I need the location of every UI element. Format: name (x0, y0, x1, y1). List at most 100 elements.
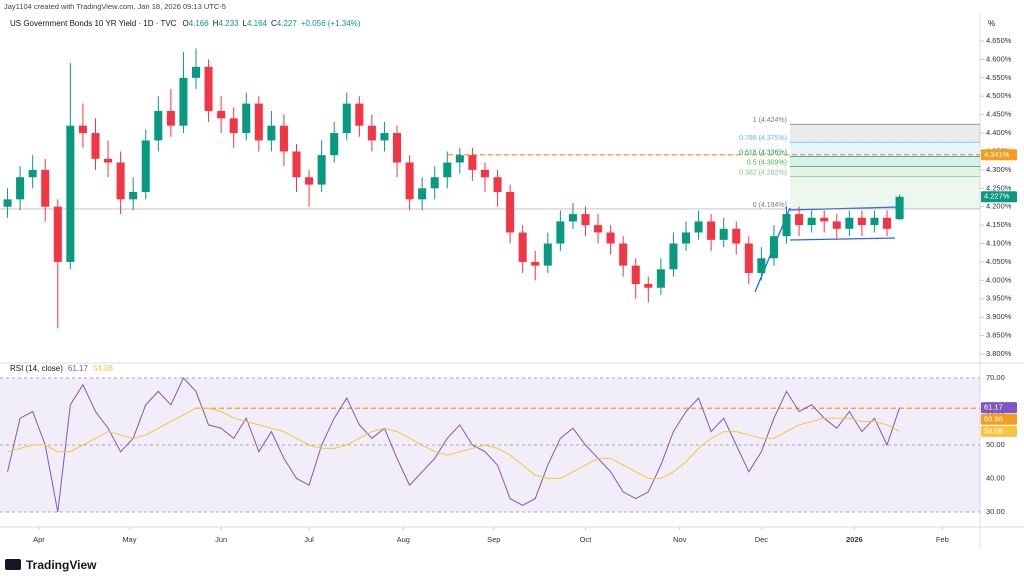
attribution: Jay1104 created with TradingView.com, Ja… (4, 2, 226, 11)
candle-body (820, 217, 829, 222)
rsi-tag-bg (981, 425, 1017, 437)
ohlc-value: 4.164 (247, 19, 268, 28)
candle-body (506, 191, 515, 233)
fib-label: 0.5 (4.309%) (747, 159, 787, 166)
candle-body (418, 188, 427, 200)
y-tick-label: 4.050% (986, 257, 1012, 266)
logo: TradingView (5, 558, 97, 572)
candle-body (656, 269, 665, 288)
candle-body (204, 66, 213, 111)
channel-bottom (789, 237, 896, 241)
rsi-tag: 54.08 (984, 426, 1003, 435)
ohlc-value: 4.227 (277, 19, 298, 28)
x-tick-label: Dec (755, 535, 769, 544)
candle-body (757, 258, 766, 273)
candle-body (493, 177, 502, 192)
y-tick-label: 4.200% (986, 202, 1012, 211)
y-tick-label: 40.00 (986, 473, 1005, 482)
candle-body (3, 199, 12, 207)
candle-body (254, 103, 263, 141)
candle-body (543, 243, 552, 266)
y-tick-label: 4.550% (986, 73, 1012, 82)
candle-body (78, 125, 87, 134)
rsi-level-tag: 60.96 (984, 414, 1003, 423)
candle-body (229, 118, 238, 134)
x-tick-label: Nov (673, 535, 687, 544)
y-tick-label: 4.500% (986, 91, 1012, 100)
rsi-line (7, 407, 900, 479)
rsi-band (0, 378, 980, 512)
candle-body (330, 133, 339, 156)
candle-body (91, 133, 100, 159)
candle-body (242, 103, 251, 134)
y-tick-label: 4.450% (986, 110, 1012, 119)
candle-body (380, 133, 389, 141)
candle-body (66, 125, 75, 262)
fib-band (790, 156, 980, 167)
x-tick-label: Feb (936, 535, 949, 544)
price-tag-bg (981, 149, 1017, 161)
candle-body (707, 221, 716, 240)
y-tick-label: 4.150% (986, 220, 1012, 229)
fib-label: 0.786 (4.375%) (739, 135, 787, 142)
candle-body (719, 228, 728, 240)
candle-body (455, 155, 464, 163)
candle-body (644, 284, 653, 288)
candle-body (556, 221, 565, 244)
fib-label: 0.618 (4.336%) (739, 149, 787, 156)
candle-body (279, 125, 288, 152)
y-tick-label: 4.000% (986, 275, 1012, 284)
logo-text: TradingView (26, 558, 97, 572)
candle-body (179, 77, 188, 126)
candle-body (191, 66, 201, 78)
unit: % (988, 19, 995, 28)
candle-body (430, 177, 439, 189)
candle-body (53, 206, 62, 262)
y-tick-label: 4.100% (986, 239, 1012, 248)
candle-body (631, 265, 640, 285)
rsi-legend-value: 61.17 (68, 364, 89, 373)
x-tick-label: May (122, 535, 136, 544)
rsi-legend-value: 54.08 (93, 364, 114, 373)
candle-body (468, 155, 477, 170)
ohlc-value: 4.166 (189, 19, 210, 28)
fib-band (790, 176, 980, 209)
price-tag-bg (981, 191, 1017, 203)
candle-body (619, 243, 628, 266)
fib-band (790, 142, 980, 157)
candle-body (883, 217, 892, 229)
candle-body (166, 110, 175, 126)
candle-body (518, 232, 527, 262)
y-tick-label: 3.850% (986, 331, 1012, 340)
price-tag: 4.227% (984, 192, 1010, 201)
ohlc-key: O (182, 19, 188, 28)
channel-top (789, 206, 901, 211)
rsi-level-tag-bg (981, 413, 1017, 425)
x-tick-label: 2026 (846, 535, 863, 544)
candle-body (782, 214, 791, 237)
candle-body (129, 191, 138, 200)
candle-body (104, 158, 113, 163)
candle-body (732, 228, 741, 244)
fib-band (790, 166, 980, 177)
candle-body (832, 221, 841, 229)
candle-body (769, 236, 778, 259)
x-tick-label: Sep (487, 535, 500, 544)
candle-body (845, 217, 854, 229)
ohlc-key: L (243, 19, 248, 28)
y-tick-label: 30.00 (986, 507, 1005, 516)
candle-body (393, 133, 402, 163)
candle-body (531, 261, 540, 266)
candle-body (694, 221, 703, 233)
candle-body (342, 103, 351, 134)
candle-body (744, 243, 753, 273)
x-tick-label: Apr (33, 535, 45, 544)
y-tick-label: 4.300% (986, 165, 1012, 174)
candle-body (141, 140, 150, 192)
candle-body (581, 214, 590, 226)
candle-body (154, 110, 163, 141)
candle-body (292, 151, 301, 178)
candle-body (681, 232, 691, 244)
rsi-tag: 61.17 (984, 403, 1003, 412)
